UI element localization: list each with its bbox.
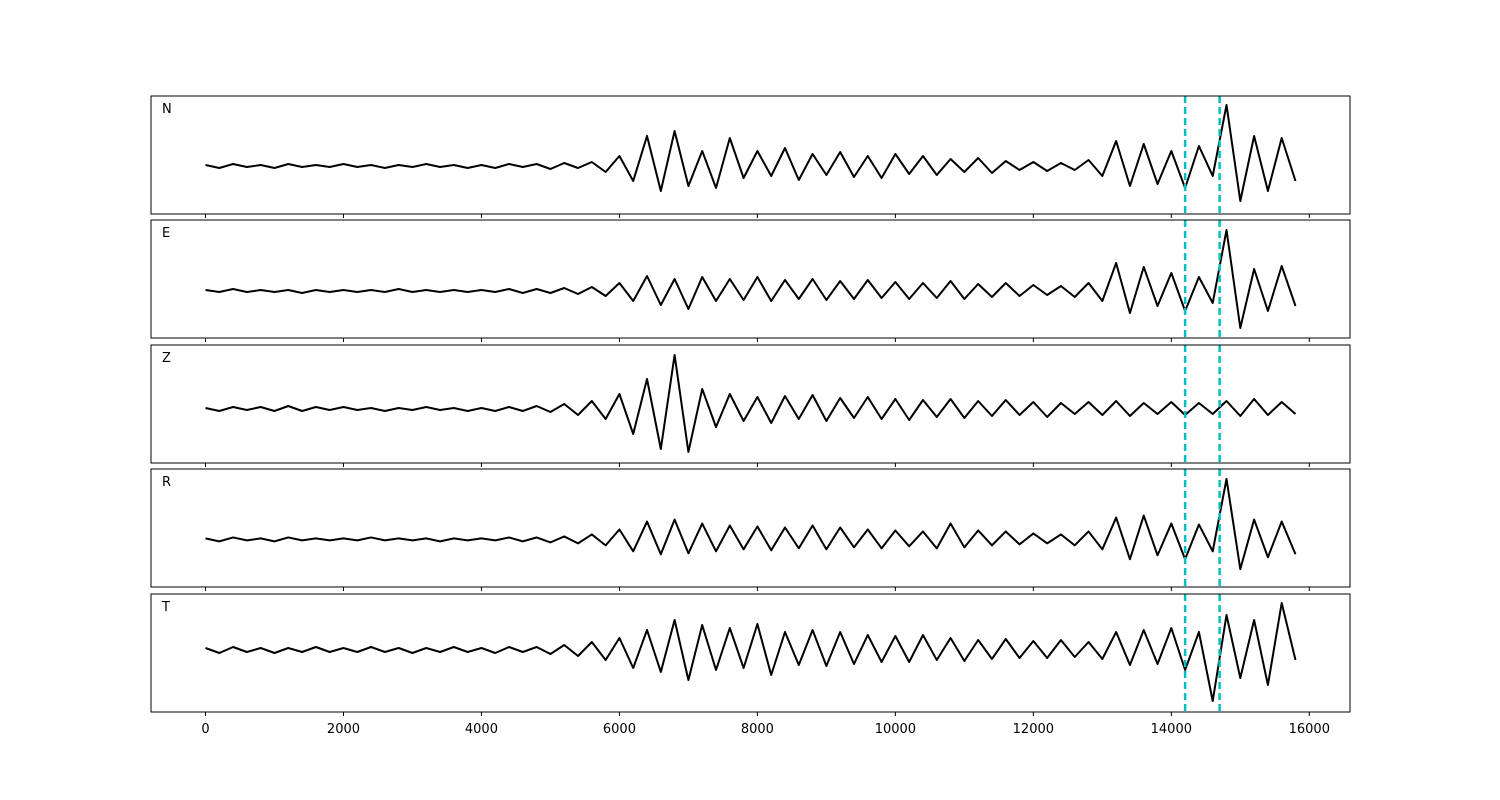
x-tick-label: 4000 <box>465 722 498 737</box>
x-tick-label: 8000 <box>741 722 774 737</box>
panel-label: Z <box>162 351 171 366</box>
trace <box>205 354 1297 453</box>
x-tick-label: 10000 <box>875 722 916 737</box>
trace <box>205 602 1297 702</box>
x-tick-label: 0 <box>201 722 209 737</box>
trace <box>205 477 1297 571</box>
panel-label: T <box>161 600 170 615</box>
x-tick-label: 6000 <box>603 722 636 737</box>
panel-frame <box>150 344 1351 464</box>
x-tick-label: 12000 <box>1013 722 1054 737</box>
x-tick-label: 14000 <box>1151 722 1192 737</box>
panel-label: R <box>162 475 171 490</box>
panel-label: N <box>162 102 172 117</box>
panel-frame <box>150 468 1351 588</box>
x-tick-label: 2000 <box>327 722 360 737</box>
panel-frame <box>150 593 1351 713</box>
panel-frame <box>150 219 1351 339</box>
panel-frame <box>150 95 1351 215</box>
trace <box>205 104 1297 202</box>
x-tick-label: 16000 <box>1289 722 1330 737</box>
trace <box>205 229 1297 329</box>
panel-label: E <box>162 226 170 241</box>
